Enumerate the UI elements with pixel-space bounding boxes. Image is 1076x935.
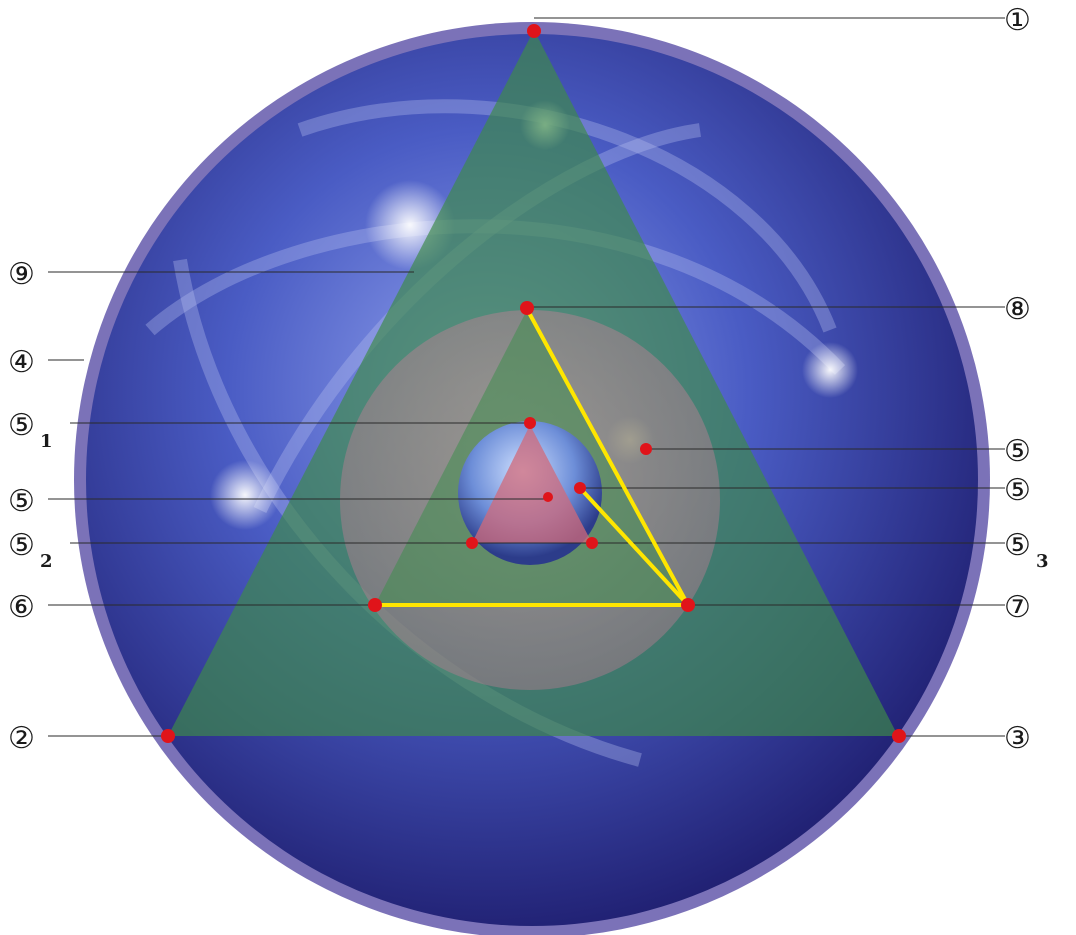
label-5-1-sub: 1 — [40, 431, 53, 452]
label-9: ⑨ — [8, 257, 35, 292]
label-8: ⑧ — [1004, 292, 1031, 327]
point-6 — [368, 598, 382, 612]
point-2 — [161, 729, 175, 743]
label-5-2: ⑤ — [8, 528, 35, 563]
yellow-lines — [373, 307, 690, 607]
label-2: ② — [8, 721, 35, 756]
point-3 — [892, 729, 906, 743]
point-5-3 — [586, 537, 598, 549]
label-6: ⑥ — [8, 590, 35, 625]
point-7 — [681, 598, 695, 612]
label-7: ⑦ — [1004, 590, 1031, 625]
red-points — [161, 24, 906, 743]
point-5-mid — [574, 482, 586, 494]
point-1 — [527, 24, 541, 38]
label-4: ④ — [8, 345, 35, 380]
label-1: ① — [1004, 3, 1031, 38]
label-3: ③ — [1004, 721, 1031, 756]
leader-lines — [48, 17, 1005, 737]
label-5-3-sub: 3 — [1036, 551, 1049, 572]
label-5-right-upper: ⑤ — [1004, 434, 1031, 469]
point-5-upper — [640, 443, 652, 455]
point-5-1 — [524, 417, 536, 429]
label-5-2-sub: 2 — [40, 551, 53, 572]
inner-triangle — [472, 425, 592, 543]
point-8 — [520, 301, 534, 315]
point-5-2 — [466, 537, 478, 549]
callout-labels: ① ⑨ ⑧ ④ ⑤ 1 ⑤ ⑤ ⑤ ⑤ 2 ⑤ 3 ⑥ ⑦ ② ③ — [8, 3, 1049, 756]
label-5-3: ⑤ — [1004, 528, 1031, 563]
label-5-1: ⑤ — [8, 408, 35, 443]
point-5-center — [543, 492, 553, 502]
label-5-right-mid: ⑤ — [1004, 473, 1031, 508]
label-5-center: ⑤ — [8, 484, 35, 519]
